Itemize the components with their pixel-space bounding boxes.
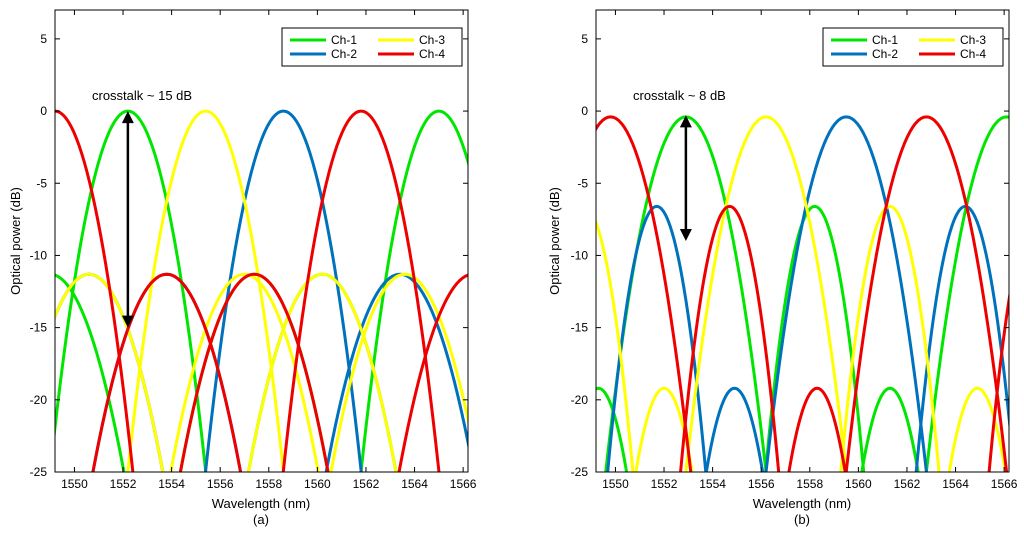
series-ch-3-side-lobe <box>596 218 635 472</box>
y-tick-label: -5 <box>577 176 588 190</box>
series-ch-4-side-lobe <box>91 272 243 472</box>
x-axis-label-b: Wavelength (nm) <box>753 496 852 511</box>
legend-label-ch-2: Ch-2 <box>872 47 898 61</box>
x-ticks-a: 1550 1552 1554 1556 1558 1560 1562 1564 1566 <box>61 10 477 491</box>
series-ch-1-main-lobe <box>924 115 1009 472</box>
x-ticks-b: 1550 1552 1554 1556 1558 1560 1562 1564 1566 <box>602 10 1018 491</box>
series-ch-3-side-lobe <box>169 272 320 472</box>
x-axis-label-a: Wavelength (nm) <box>212 496 311 511</box>
y-tick-label: -25 <box>30 465 48 479</box>
series-ch-3-side-lobe <box>329 272 468 472</box>
crosstalk-annotation-b: crosstalk ~ 8 dB <box>633 88 726 241</box>
series-ch-4-side-lobe <box>178 272 330 472</box>
x-tick-label: 1564 <box>942 477 969 491</box>
x-tick-label: 1566 <box>450 477 477 491</box>
crosstalk-label-a: crosstalk ~ 15 dB <box>92 88 192 103</box>
series-ch-4-main-lobe <box>596 115 693 472</box>
x-tick-label: 1556 <box>207 477 234 491</box>
x-tick-label: 1560 <box>304 477 331 491</box>
series-ch-4-main-lobe <box>844 115 1009 472</box>
series-ch-4-side-lobe <box>987 290 1009 472</box>
y-tick-label: -10 <box>30 248 48 262</box>
series-ch-3-small-lobe <box>947 386 1008 472</box>
series-ch-1-side-lobe <box>55 273 126 472</box>
panel-label-a: (a) <box>253 512 269 527</box>
crosstalk-arrow-head-down <box>121 315 134 328</box>
x-tick-label: 1550 <box>61 477 88 491</box>
plot-frame-a <box>54 9 469 473</box>
legend-b: Ch-1Ch-2 Ch-3Ch-4 <box>822 27 1004 67</box>
series-ch-3-side-lobe <box>55 272 165 472</box>
series-ch-4-side-lobe <box>397 273 468 472</box>
y-ticks-b: 5 0 -5 -10 -15 -20 -25 <box>571 32 1009 479</box>
y-axis-label-a: Optical power (dB) <box>8 187 23 295</box>
legend-box-a <box>281 27 463 67</box>
chart-panel-b: 1550 1552 1554 1556 1558 1560 1562 1564 1566 5 0 -… <box>547 9 1018 527</box>
y-tick-label: 0 <box>581 104 588 118</box>
legend-box-b <box>822 27 1004 67</box>
series-ch-3-main-lobe <box>684 115 848 472</box>
series-ch-1-small-lobe <box>860 386 920 472</box>
x-tick-label: 1552 <box>651 477 678 491</box>
x-tick-label: 1566 <box>991 477 1018 491</box>
panel-label-b: (b) <box>794 512 810 527</box>
y-tick-label: -5 <box>36 176 47 190</box>
y-tick-label: 5 <box>40 32 47 46</box>
x-tick-label: 1554 <box>699 477 726 491</box>
x-tick-label: 1558 <box>796 477 823 491</box>
legend-label-ch-1: Ch-1 <box>331 33 357 47</box>
legend-label-ch-3: Ch-3 <box>419 33 445 47</box>
x-tick-label: 1556 <box>748 477 775 491</box>
crosstalk-arrow-head-down <box>679 229 692 241</box>
series-ch-1-small-lobe <box>596 386 629 472</box>
crosstalk-annotation-a: crosstalk ~ 15 dB <box>92 88 192 328</box>
x-tick-label: 1558 <box>255 477 282 491</box>
legend-label-ch-3: Ch-3 <box>960 33 986 47</box>
x-tick-label: 1554 <box>158 477 185 491</box>
x-tick-label: 1552 <box>110 477 137 491</box>
x-tick-label: 1564 <box>401 477 428 491</box>
y-tick-label: 0 <box>40 104 47 118</box>
y-tick-label: -15 <box>571 321 589 335</box>
y-tick-label: -10 <box>571 248 589 262</box>
series-ch-3-side-lobe <box>839 204 941 472</box>
crosstalk-label-b: crosstalk ~ 8 dB <box>633 88 726 103</box>
legend-label-ch-4: Ch-4 <box>960 47 986 61</box>
y-tick-label: -20 <box>30 393 48 407</box>
x-tick-label: 1562 <box>894 477 921 491</box>
legend-label-ch-4: Ch-4 <box>419 47 445 61</box>
chart-panel-a: 1550 1552 1554 1556 1558 1560 1562 1564 1566 5 0 -… <box>8 9 477 527</box>
y-ticks-a: 5 0 -5 -10 -15 -20 -25 <box>30 32 468 479</box>
series-ch-4-side-lobe <box>679 204 781 472</box>
legend-a: Ch-1Ch-2 Ch-3Ch-4 <box>281 27 463 67</box>
crosstalk-arrow-head-up <box>679 115 692 128</box>
plot-frame-b <box>595 9 1010 473</box>
y-tick-label: 5 <box>581 32 588 46</box>
series-ch-1-side-lobe <box>764 204 866 472</box>
x-tick-label: 1560 <box>845 477 872 491</box>
y-tick-label: -25 <box>571 465 589 479</box>
legend-label-ch-1: Ch-1 <box>872 33 898 47</box>
series-ch-3-side-lobe <box>246 272 398 472</box>
y-axis-label-b: Optical power (dB) <box>547 187 562 295</box>
x-tick-label: 1562 <box>353 477 380 491</box>
series-ch-4-main-lobe <box>55 109 135 472</box>
series-ch-2-side-lobe <box>606 204 708 472</box>
series-ch-3-main-lobe <box>126 109 285 472</box>
y-tick-label: -15 <box>30 321 48 335</box>
series-ch-2-main-lobe <box>764 115 928 472</box>
series-ch-2-small-lobe <box>704 386 765 472</box>
y-tick-label: -20 <box>571 393 589 407</box>
curves-b <box>596 115 1009 472</box>
curves-a <box>55 109 468 472</box>
crosstalk-arrow-head-up <box>121 111 134 124</box>
series-ch-4-small-lobe <box>787 386 847 472</box>
x-tick-label: 1550 <box>602 477 629 491</box>
legend-label-ch-2: Ch-2 <box>331 47 357 61</box>
series-ch-1-main-lobe <box>359 109 468 472</box>
series-ch-4-main-lobe <box>281 109 441 472</box>
